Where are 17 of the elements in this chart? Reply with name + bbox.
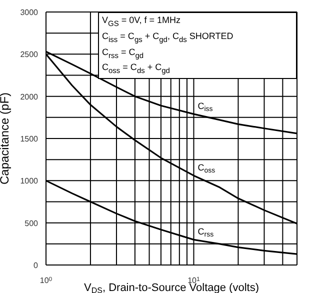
annotation: C$_{oss}$ = C$_{ds}$ + C$_{gd}$	[102, 61, 171, 78]
y-tick-label: 1000	[20, 176, 39, 186]
annotation: C$_{rss}$ = C$_{gd}$	[102, 46, 145, 62]
note-box: V$_{GS}$ = 0V, f = 1MHz C$_{iss}$ = C$_{gs}$ + C$_{gd}$, C$_{ds}$ SHORTED C$_{rss}$ = C$_{gd}$ C$_{oss}$ = C$_{ds}$ + C$_{gd}$	[98, 12, 297, 80]
y-tick-label: 3000	[20, 8, 39, 17]
series-label: C$_{iss}$	[198, 101, 214, 114]
y-tick-label: 0	[34, 261, 39, 270]
series-label: C$_{rss}$	[198, 226, 214, 239]
y-tick-label: 500	[24, 218, 39, 228]
annotation: V$_{GS}$ = 0V, f = 1MHz	[102, 14, 182, 30]
y-tick-label: 2000	[20, 92, 39, 102]
x-tick-label: 10$^{0}$	[40, 276, 53, 285]
y-tick-label: 2500	[20, 50, 39, 60]
y-tick-label: 1500	[20, 134, 39, 144]
x-tick-label: 10$^{1}$	[188, 276, 201, 285]
series-label: C$_{oss}$	[198, 162, 216, 175]
y-axis-title: Capacitance (pF)	[0, 92, 12, 185]
